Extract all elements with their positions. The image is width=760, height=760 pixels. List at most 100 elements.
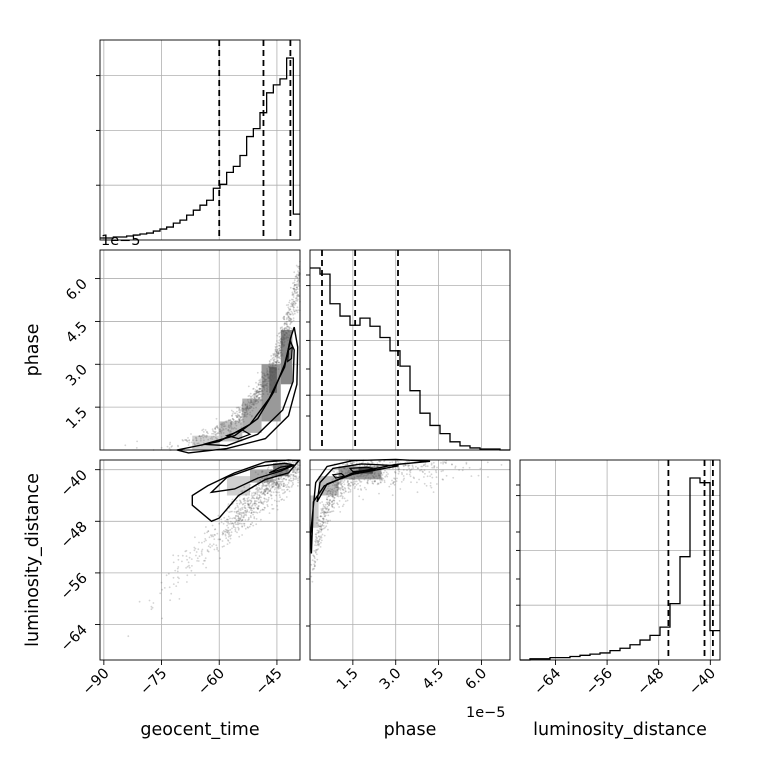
sample-point: [336, 486, 339, 489]
sample-point: [286, 474, 289, 477]
sample-point: [266, 372, 269, 375]
sample-point: [231, 510, 233, 513]
sample-point: [373, 466, 376, 468]
sample-point: [287, 306, 290, 309]
sample-point: [272, 367, 275, 369]
sample-point: [319, 525, 322, 528]
sample-point: [280, 340, 282, 342]
sample-point: [344, 472, 347, 475]
sample-point: [272, 358, 275, 361]
sample-point: [322, 511, 325, 514]
sample-point: [397, 466, 400, 469]
sample-point: [393, 471, 396, 473]
sample-point: [226, 531, 229, 534]
sample-point: [280, 475, 283, 478]
sample-point: [430, 462, 433, 465]
sample-point: [274, 364, 277, 367]
sample-point: [262, 483, 264, 485]
sample-point: [260, 371, 263, 373]
sample-point: [268, 485, 271, 488]
sample-point: [223, 516, 226, 519]
sample-point: [246, 497, 249, 500]
sample-point: [336, 486, 339, 489]
sample-point: [190, 433, 192, 435]
sample-point: [277, 483, 280, 486]
sample-point: [421, 470, 424, 473]
sample-point: [254, 400, 257, 402]
sample-point: [278, 356, 280, 359]
sample-point: [350, 481, 352, 484]
sample-point: [272, 482, 275, 484]
sample-point: [337, 482, 340, 484]
sample-point: [344, 490, 347, 493]
sample-point: [347, 484, 350, 487]
sample-point: [326, 511, 329, 513]
sample-point: [374, 480, 376, 483]
sample-point: [268, 483, 270, 485]
sample-point: [257, 401, 260, 404]
sample-point: [428, 471, 431, 473]
sample-point: [194, 536, 196, 539]
sample-point: [331, 505, 334, 508]
sample-point: [248, 518, 250, 521]
sample-point: [221, 540, 224, 542]
sample-point: [271, 482, 274, 485]
sample-point: [282, 344, 284, 346]
sample-point: [282, 331, 285, 333]
sample-point: [280, 483, 283, 486]
sample-point: [236, 416, 238, 418]
sample-point: [292, 477, 295, 480]
sample-point: [360, 480, 363, 483]
sample-point: [246, 406, 249, 409]
sample-point: [234, 412, 237, 415]
sample-point: [223, 425, 226, 427]
x-tick-label-geocent_time: −75: [137, 666, 170, 699]
sample-point: [235, 499, 238, 502]
sample-point: [203, 434, 206, 437]
sample-point: [254, 471, 257, 474]
sample-point: [205, 526, 207, 528]
sample-point: [313, 555, 316, 558]
sample-point: [256, 391, 259, 394]
sample-point: [315, 536, 318, 539]
sample-point: [267, 376, 270, 379]
sample-point: [339, 489, 342, 491]
sample-point: [326, 493, 329, 495]
panel-frame-1-0: [99, 249, 301, 451]
sample-point: [273, 478, 275, 481]
sample-point: [263, 481, 266, 484]
sample-point: [296, 286, 298, 289]
sample-point: [252, 494, 255, 497]
sample-point: [245, 511, 248, 514]
sample-point: [290, 302, 292, 305]
sample-point: [357, 488, 359, 491]
sample-point: [252, 393, 255, 396]
sample-point: [280, 342, 283, 345]
density-block-geocent-phase-5: [269, 367, 277, 393]
sample-point: [331, 500, 333, 503]
sample-point: [275, 481, 277, 483]
sample-point: [240, 490, 243, 493]
sample-point: [388, 485, 391, 488]
sample-point: [331, 488, 333, 491]
sample-point: [281, 330, 283, 333]
sample-point: [256, 496, 258, 498]
sample-point: [272, 377, 275, 380]
sample-point: [271, 503, 273, 506]
sample-point: [384, 469, 386, 472]
sample-point: [317, 531, 320, 534]
sample-point: [265, 378, 267, 381]
sample-point: [382, 471, 385, 474]
sample-point: [321, 520, 323, 523]
sample-point: [441, 478, 444, 481]
sample-point: [275, 491, 277, 493]
sample-point: [200, 552, 203, 554]
sample-point: [282, 492, 284, 495]
sample-point: [206, 531, 209, 534]
sample-point: [276, 354, 278, 357]
sample-point: [239, 418, 241, 420]
sample-point: [195, 439, 198, 442]
sample-point: [341, 492, 343, 495]
sample-point: [222, 432, 225, 434]
sample-point: [351, 477, 353, 479]
